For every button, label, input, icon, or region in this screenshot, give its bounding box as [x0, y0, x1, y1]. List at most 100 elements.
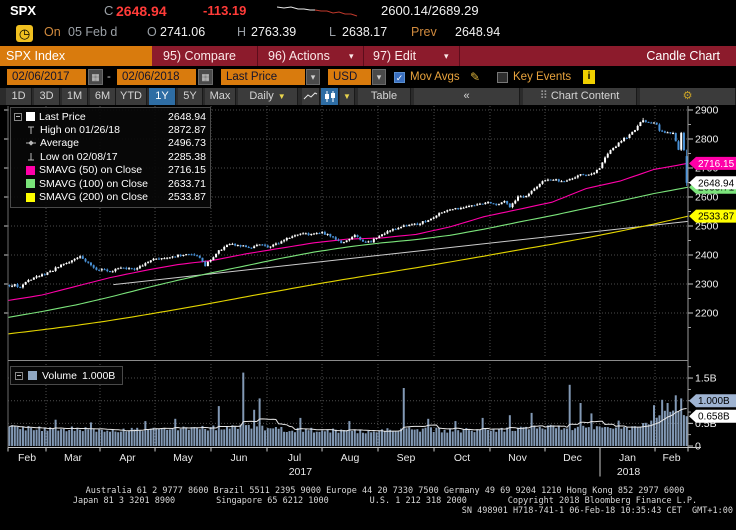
svg-text:Jul: Jul [288, 452, 301, 464]
legend-low-marker-icon [28, 152, 34, 161]
footer-line-1: Australia 61 2 9777 8600 Brazil 5511 239… [85, 486, 685, 496]
svg-text:2900: 2900 [695, 105, 719, 117]
svg-text:May: May [173, 452, 194, 464]
period-dropdown[interactable]: Daily ▼ [238, 88, 298, 105]
banner-separator [257, 46, 258, 66]
calendar-icon[interactable]: ▦ [88, 69, 103, 85]
range-tab-ytd[interactable]: YTD [116, 88, 147, 105]
chart-content-icon: ⠿ [539, 90, 548, 102]
range-tab-6m[interactable]: 6M [90, 88, 116, 105]
settings-gear-button[interactable]: ⚙ [640, 88, 736, 105]
mov-avgs-label[interactable]: Mov Avgs [410, 71, 460, 83]
chart-content-button[interactable]: ⠿ Chart Content [523, 88, 637, 105]
legend-row[interactable]: Last Price 2648.94 [14, 110, 206, 123]
edit-pencil-icon[interactable]: ✎ [470, 70, 481, 84]
open-label: O [147, 25, 157, 39]
actions-caret-icon[interactable]: ▾ [349, 51, 354, 61]
legend-label: SMAVG (200) on Close [39, 191, 148, 204]
actions-menu[interactable]: 96) Actions [268, 49, 330, 63]
close-label: C [104, 3, 114, 18]
svg-text:2500: 2500 [695, 221, 719, 233]
terminal-footer: Australia 61 2 9777 8600 Brazil 5511 239… [0, 486, 736, 516]
legend-row[interactable]: High on 01/26/18 2872.87 [14, 123, 206, 136]
legend-row[interactable]: Average 2496.73 [14, 137, 206, 150]
chart-type-caret-button[interactable]: ▼ [340, 88, 355, 105]
range-toolbar: 1D 3D 1M 6M YTD 1Y 5Y Max Daily ▼ ▼ Table « ⠿ Ch… [0, 88, 736, 105]
legend-swatch [26, 179, 35, 189]
session-date: 05 Feb d [68, 25, 118, 39]
svg-text:2017: 2017 [289, 466, 313, 478]
info-icon[interactable]: i [583, 70, 595, 84]
date-to-input[interactable]: 02/06/2018 [117, 69, 196, 85]
legend-row[interactable]: SMAVG (100) on Close 2633.71 [14, 177, 206, 190]
range-tab-5y[interactable]: 5Y [178, 88, 203, 105]
high-label: H [237, 25, 247, 39]
open-value: 2741.06 [160, 25, 206, 39]
high-value: 2763.39 [251, 25, 297, 39]
compare-menu[interactable]: 95) Compare [163, 49, 236, 63]
prev-value: 2648.94 [455, 25, 501, 39]
svg-text:Jan: Jan [619, 452, 636, 464]
key-events-label[interactable]: Key Events [513, 71, 572, 83]
collapse-panel-button[interactable]: « [414, 88, 520, 105]
date-from-input[interactable]: 02/06/2017 [7, 69, 86, 85]
candles [8, 117, 688, 289]
period-label: Daily [249, 90, 274, 102]
svg-text:2600: 2600 [695, 192, 719, 204]
volume-legend[interactable]: Volume 1.000B [10, 366, 124, 385]
legend-row[interactable]: SMAVG (50) on Close 2716.15 [14, 164, 206, 177]
axis-badge [689, 409, 736, 423]
range-tab-1y[interactable]: 1Y [149, 88, 176, 105]
date-range-separator: - [107, 71, 111, 83]
range-tab-max[interactable]: Max [205, 88, 236, 105]
range-tab-1d[interactable]: 1D [6, 88, 32, 105]
axis-badge [689, 394, 736, 408]
svg-text:2300: 2300 [695, 279, 719, 291]
range-tab-3d[interactable]: 3D [34, 88, 60, 105]
legend-label: Low on 02/08/17 [40, 150, 118, 163]
legend-high-marker-icon [28, 126, 34, 135]
legend-value: 2872.87 [168, 124, 206, 137]
calendar-icon[interactable]: ▦ [198, 69, 213, 85]
volume-swatch [28, 371, 37, 380]
legend-value: 2533.87 [168, 191, 206, 204]
volume-legend-label: Volume [42, 369, 78, 382]
candle-chart-icon [324, 91, 335, 102]
edit-caret-icon[interactable]: ▾ [444, 51, 449, 61]
legend-row[interactable]: Low on 02/08/17 2285.38 [14, 150, 206, 163]
candle-chart-button[interactable] [321, 88, 339, 105]
smavg-line-1 [7, 186, 689, 318]
change-value: -113.19 [203, 3, 247, 18]
mov-avgs-checkbox[interactable]: ✓ [394, 72, 405, 83]
last-price-value: 2648.94 [116, 3, 167, 19]
svg-text:Feb: Feb [662, 452, 680, 464]
volume-legend-expander-icon[interactable] [15, 371, 23, 380]
price-field-caret-icon[interactable]: ▾ [306, 69, 320, 85]
svg-text:2400: 2400 [695, 250, 719, 262]
svg-text:Nov: Nov [508, 452, 527, 464]
chart-type-title: Candle Chart [646, 49, 720, 63]
svg-text:2800: 2800 [695, 134, 719, 146]
table-button[interactable]: Table [358, 88, 411, 105]
edit-menu[interactable]: 97) Edit [373, 49, 417, 63]
security-field[interactable]: SPX Index [0, 46, 152, 66]
svg-text:Aug: Aug [341, 452, 360, 464]
delayed-clock-icon: ◷ [16, 25, 33, 42]
legend-row[interactable]: SMAVG (200) on Close 2533.87 [14, 190, 206, 203]
currency-select[interactable]: USD [328, 69, 371, 85]
legend-value: 2633.71 [168, 177, 206, 190]
quote-row-2: ◷ On 05 Feb d O 2741.06 H 2763.39 L 2638… [0, 22, 736, 44]
key-events-checkbox[interactable] [497, 72, 508, 83]
range-tab-1m[interactable]: 1M [62, 88, 88, 105]
smavg-line-2 [7, 215, 689, 335]
quote-row-1: SPX C 2648.94 -113.19 2600.14/2689.29 [0, 0, 736, 22]
volume-bars [8, 372, 688, 446]
footer-line-2: Japan 81 3 3201 8900 Singapore 65 6212 1… [72, 496, 698, 506]
session-label: On [44, 25, 61, 39]
legend-expander-icon[interactable] [14, 112, 22, 121]
price-field-select[interactable]: Last Price [221, 69, 305, 85]
line-chart-button[interactable] [302, 88, 320, 105]
currency-caret-icon[interactable]: ▾ [372, 69, 386, 85]
